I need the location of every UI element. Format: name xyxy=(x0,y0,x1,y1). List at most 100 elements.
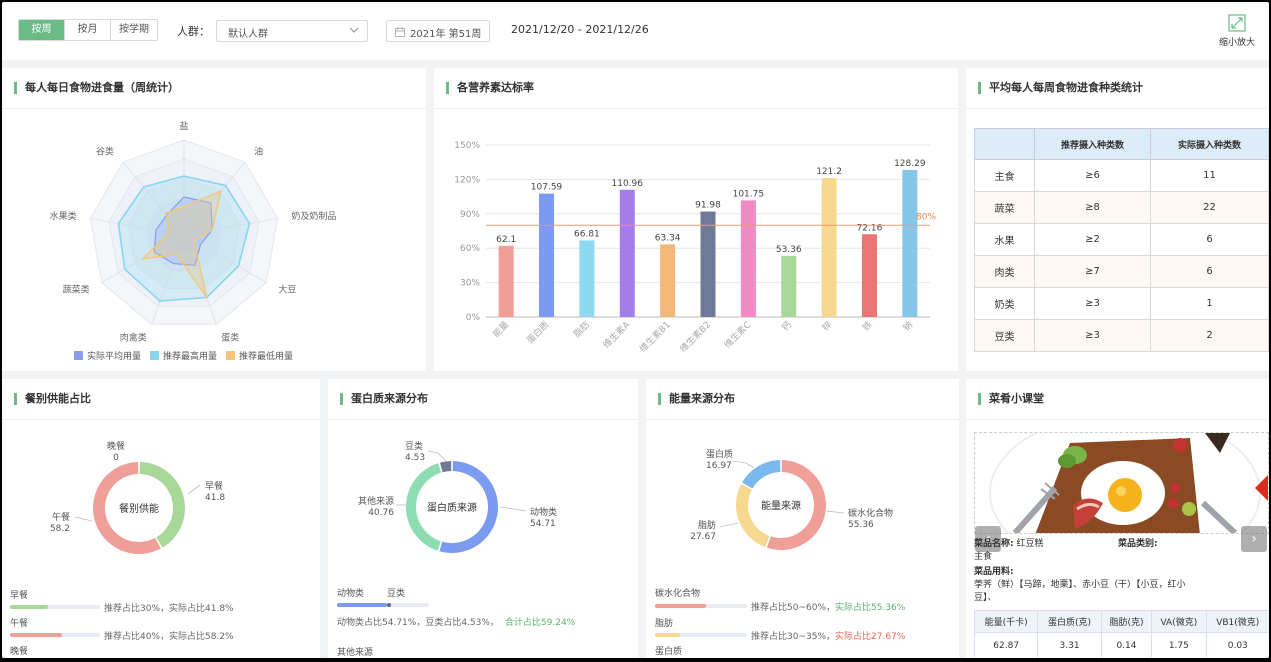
bar-value-label: 110.96 xyxy=(612,179,644,189)
bar-panel: 各营养素达标率 0% 30% 60% 90% 120% 150% 62.1 能量 107.59 蛋… xyxy=(434,68,958,371)
reference-label: 80% xyxy=(916,212,936,222)
table-cell: 2 xyxy=(1150,319,1269,352)
donut-leader-line xyxy=(187,484,201,495)
toolbar: 按周 按月 按学期 人群： 默认人群 2021年 第51周 2021/12/20… xyxy=(2,2,1269,60)
crowd-select[interactable]: 默认人群 xyxy=(216,20,368,42)
legend-swatch xyxy=(150,351,159,360)
donut-slice[interactable] xyxy=(736,484,770,548)
legend-label[interactable]: 推荐最低用量 xyxy=(239,350,293,362)
meal-list-label: 晚餐 xyxy=(10,647,29,657)
bar[interactable] xyxy=(660,244,676,317)
types-header-actual: 实际摄入种类数 xyxy=(1150,128,1269,160)
donut-slice-name: 早餐 xyxy=(205,480,223,492)
nutri-header: 能量(千卡) xyxy=(973,610,1039,633)
donut-leader-line xyxy=(719,522,739,528)
radar-axis xyxy=(183,161,246,236)
bar[interactable] xyxy=(619,189,635,317)
legend-label[interactable]: 实际平均用量 xyxy=(87,350,141,362)
bar[interactable] xyxy=(700,211,716,317)
donut-slice-value: 4.53 xyxy=(405,453,425,463)
donut-slice-value: 16.97 xyxy=(706,461,732,471)
donut-slice[interactable] xyxy=(139,462,186,548)
bar[interactable] xyxy=(781,255,797,317)
table-cell: 水果 xyxy=(974,223,1035,256)
radar-axis-label: 蛋类 xyxy=(221,331,239,343)
bar[interactable] xyxy=(740,200,756,317)
bar[interactable] xyxy=(861,234,877,317)
donut-center-label: 餐别供能 xyxy=(119,502,159,515)
week-picker-value: 2021年 第51周 xyxy=(410,29,482,40)
bar-value-label: 63.34 xyxy=(655,233,681,243)
tab-semester[interactable]: 按学期 xyxy=(111,20,157,40)
energy-list-detail: 推荐占比50~60%， xyxy=(751,603,835,613)
radar-axis xyxy=(90,218,185,236)
donut-slice[interactable] xyxy=(742,460,781,489)
dish-type-value: 主食 xyxy=(974,552,993,562)
table-cell: ≥3 xyxy=(1034,319,1151,352)
bar[interactable] xyxy=(579,240,595,317)
prev-dish-button[interactable]: ‹ xyxy=(975,526,1001,552)
tab-week[interactable]: 按周 xyxy=(19,20,65,40)
donut-slice[interactable] xyxy=(439,461,452,473)
donut-leader-line xyxy=(427,450,447,462)
radar-axis-label: 奶及奶制品 xyxy=(291,210,336,222)
donut-slice-name: 脂肪 xyxy=(698,519,716,531)
donut-slice-name: 晚餐 xyxy=(107,440,125,452)
meal-lunch-bar xyxy=(10,633,100,637)
protein-animal-fill xyxy=(337,603,388,607)
donut-leader-line xyxy=(731,460,755,469)
table-row: 62.87 3.31 0.14 1.75 0.03 xyxy=(973,632,1269,658)
donut-slice[interactable] xyxy=(93,462,161,554)
tab-month[interactable]: 按月 xyxy=(65,20,111,40)
donut-slice[interactable] xyxy=(766,460,826,550)
radar-axis-label: 水果类 xyxy=(50,210,77,222)
week-picker[interactable]: 2021年 第51周 xyxy=(386,20,490,42)
donut-slice[interactable] xyxy=(439,461,498,553)
dish-ingredients: 荸荠（鲜）【马蹄，地栗】、赤小豆（干）【小豆，红小 豆】、 xyxy=(974,577,1264,603)
bar[interactable] xyxy=(902,169,918,317)
nutri-header: VB1(微克) xyxy=(1205,610,1269,633)
protein-list-text: 动物类占比54.71%，豆类占比4.53%， 合计占比59.24% xyxy=(337,615,575,628)
dish-name-label: 菜品名称: xyxy=(974,539,1014,549)
chevron-right-icon: › xyxy=(1251,531,1257,547)
next-dish-button[interactable]: › xyxy=(1241,526,1267,552)
donut-slice-value: 55.36 xyxy=(848,520,874,530)
chevron-left-icon: ‹ xyxy=(985,531,991,547)
table-cell: 主食 xyxy=(974,159,1035,192)
legend-swatch xyxy=(74,351,83,360)
nutri-value: 1.75 xyxy=(1151,632,1207,658)
radar-axis xyxy=(151,234,185,325)
protein-list-total: 合计占比59.24% xyxy=(504,618,576,628)
donut-slice-value: 40.76 xyxy=(368,508,394,518)
donut-slice[interactable] xyxy=(406,463,442,551)
x-tick-label: 钙 xyxy=(779,319,794,334)
y-tick-label: 60% xyxy=(460,244,480,254)
radar-axis-label: 大豆 xyxy=(278,284,296,296)
bar[interactable] xyxy=(498,245,514,317)
period-tabs: 按周 按月 按学期 xyxy=(18,19,158,41)
bar-value-label: 72.16 xyxy=(857,223,883,233)
nutrition-table: 能量(千卡) 蛋白质(克) 脂肪(克) VA(微克) VB1(微克) 62.87… xyxy=(973,610,1269,658)
table-cell: 6 xyxy=(1150,223,1269,256)
energy-list-label: 碳水化合物 xyxy=(655,589,701,599)
bar-value-label: 121.2 xyxy=(816,167,842,177)
protein-panel: 蛋白质来源分布 蛋白质来源 动物类 54.71 其他来源 40.76 豆类 4.53 动物类… xyxy=(328,379,638,658)
table-cell: 豆类 xyxy=(974,319,1035,352)
energy-carb-fill xyxy=(655,604,706,608)
nutri-value: 62.87 xyxy=(973,632,1039,658)
radar-axis xyxy=(183,234,217,325)
energy-list-label: 蛋白质 xyxy=(655,647,683,657)
bar[interactable] xyxy=(539,193,555,317)
energy-fat-bar xyxy=(655,633,747,637)
legend-label[interactable]: 推荐最高用量 xyxy=(163,350,217,362)
nutri-value: 0.03 xyxy=(1205,632,1269,658)
radar-axis-label: 谷类 xyxy=(96,146,114,158)
table-cell: 奶类 xyxy=(974,287,1035,320)
donut-slice-name: 豆类 xyxy=(405,440,423,452)
y-tick-label: 120% xyxy=(454,175,480,185)
zoom-button[interactable]: 缩小放大 xyxy=(1214,14,1260,54)
expand-icon xyxy=(1228,14,1246,32)
bar[interactable] xyxy=(821,178,837,317)
